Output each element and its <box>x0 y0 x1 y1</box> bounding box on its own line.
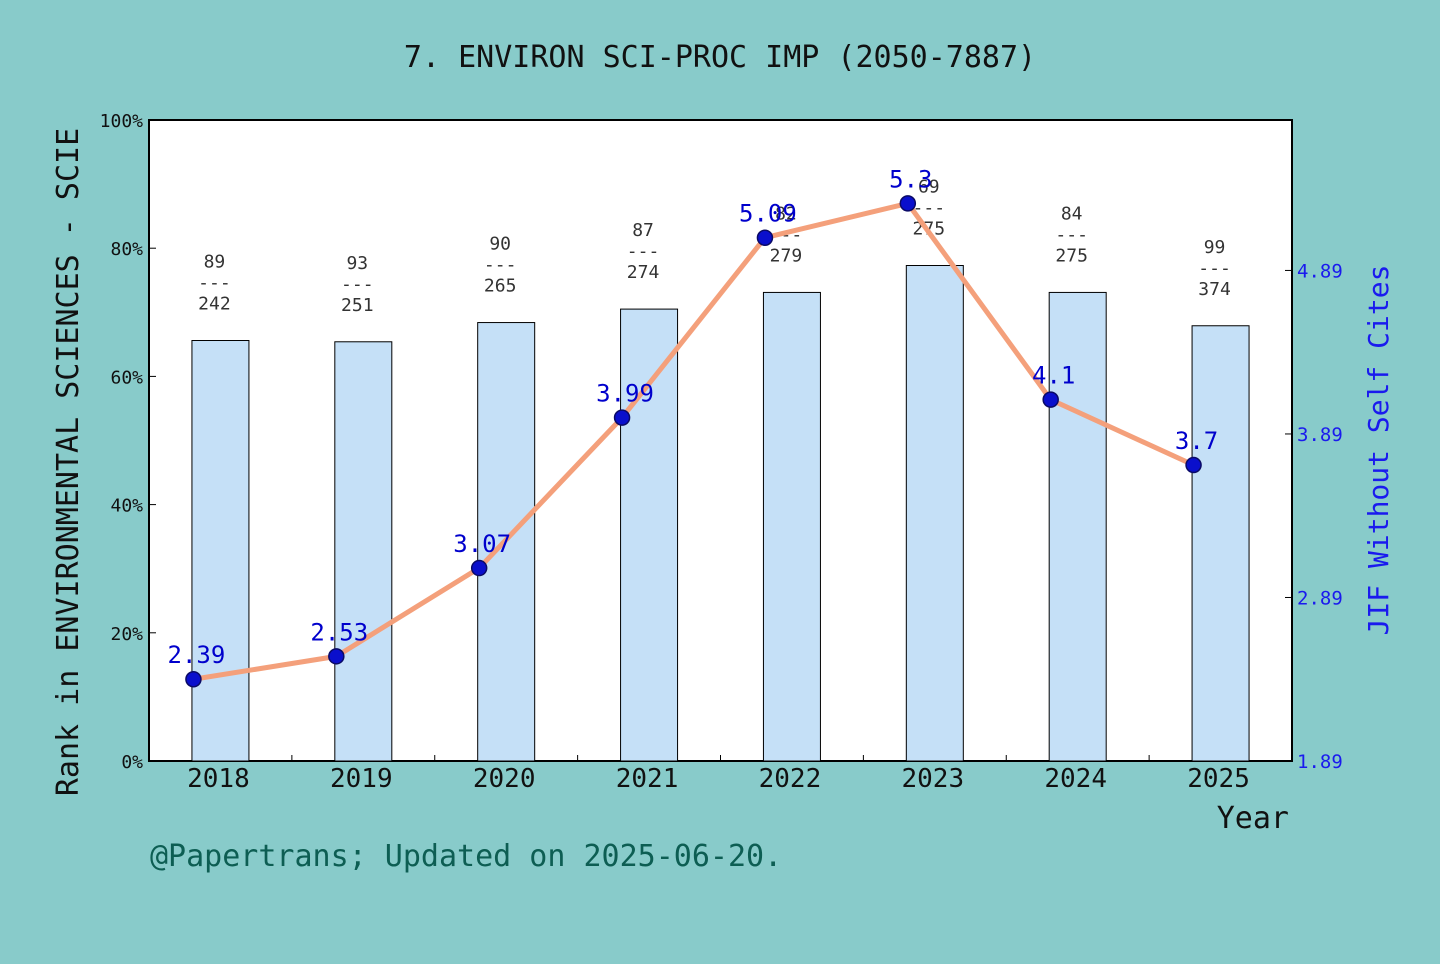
footer-note: @Papertrans; Updated on 2025-06-20. <box>150 839 782 874</box>
jif-value-label: 3.07 <box>453 530 511 558</box>
y-right-tick-label: 1.89 <box>1297 751 1343 773</box>
total-label: 279 <box>770 245 803 266</box>
jif-point <box>756 229 774 246</box>
jif-point <box>899 195 917 212</box>
y-left-tick-label: 100% <box>100 111 144 132</box>
jif-value-label: 3.7 <box>1175 427 1218 455</box>
jif-value-label: 5.09 <box>739 200 797 228</box>
axes-group: 2018 2019 2020 2021 2022 2023 2024 2025 0% 20% 40%… <box>100 111 1343 794</box>
jif-point <box>470 559 488 577</box>
bar <box>334 341 393 762</box>
x-tick-label: 2020 <box>473 764 536 794</box>
bar <box>1191 325 1250 762</box>
y-left-tick-label: 40% <box>110 496 143 517</box>
jif-value-label: 4.1 <box>1032 362 1075 390</box>
x-tick-label: 2021 <box>616 764 679 794</box>
bar <box>1048 291 1107 762</box>
chart-title: 7. ENVIRON SCI-PROC IMP (2050-7887) <box>404 40 1036 75</box>
bars-group <box>191 265 1250 762</box>
rank-label: 90 <box>489 234 511 255</box>
total-label: 251 <box>341 295 374 316</box>
x-tick-label: 2024 <box>1044 764 1107 794</box>
y-left-tick-label: 0% <box>121 752 143 773</box>
y-axis-right-label: JIF Without Self Cites <box>1362 265 1395 636</box>
jif-series-group: 2.39 2.53 3.07 3.99 5.09 5.3 4.1 3.7 <box>168 165 1218 688</box>
jif-value-label: 5.3 <box>889 165 932 193</box>
rank-label: 99 <box>1204 237 1226 258</box>
y-axis-left-label: Rank in ENVIRONMENTAL SCIENCES - SCIE <box>51 128 86 796</box>
y-right-tick-label: 4.89 <box>1297 260 1343 282</box>
total-label: 275 <box>1055 245 1088 266</box>
rank-labels-group: 89---24293---25190---26587---27482---279… <box>198 177 1231 316</box>
total-label: 374 <box>1198 279 1231 300</box>
rank-separator: --- <box>484 255 517 276</box>
bar <box>905 265 964 762</box>
y-left-tick-label: 60% <box>110 367 143 388</box>
bar <box>620 308 679 762</box>
jif-point <box>1042 391 1059 408</box>
total-label: 265 <box>484 276 517 297</box>
rank-separator: --- <box>341 274 374 295</box>
jif-value-label: 2.39 <box>168 641 226 669</box>
jif-point <box>1185 456 1202 474</box>
jif-line <box>190 200 1197 682</box>
bar <box>762 291 821 762</box>
jif-value-label: 2.53 <box>310 618 368 646</box>
rank-label: 87 <box>632 220 654 241</box>
total-label: 242 <box>198 294 231 315</box>
x-tick-label: 2018 <box>187 764 250 794</box>
jif-point <box>185 670 202 688</box>
y-right-tick-label: 3.89 <box>1297 424 1343 446</box>
x-axis-label: Year <box>1217 801 1289 836</box>
rank-separator: --- <box>1198 258 1231 279</box>
rank-separator: --- <box>1055 224 1088 245</box>
y-left-tick-label: 20% <box>110 624 143 645</box>
x-tick-label: 2019 <box>330 764 393 794</box>
rank-separator: --- <box>627 241 660 262</box>
jif-point <box>328 648 345 665</box>
plot-area <box>148 119 1293 762</box>
jif-point <box>613 409 631 426</box>
rank-label: 93 <box>346 253 368 274</box>
rank-separator: --- <box>198 273 231 294</box>
rank-label: 89 <box>204 252 226 273</box>
jif-value-label: 3.99 <box>596 380 654 408</box>
total-label: 274 <box>627 262 660 283</box>
x-tick-label: 2025 <box>1187 764 1250 794</box>
bar <box>191 340 250 762</box>
rank-label: 84 <box>1061 203 1083 224</box>
y-right-tick-label: 2.89 <box>1297 587 1343 609</box>
y-left-tick-label: 80% <box>110 239 143 260</box>
rank-label: 69 <box>918 177 940 198</box>
x-tick-label: 2023 <box>902 764 965 794</box>
x-tick-label: 2022 <box>759 764 822 794</box>
rank-label: 82 <box>775 203 797 224</box>
rank-separator: --- <box>913 198 946 219</box>
